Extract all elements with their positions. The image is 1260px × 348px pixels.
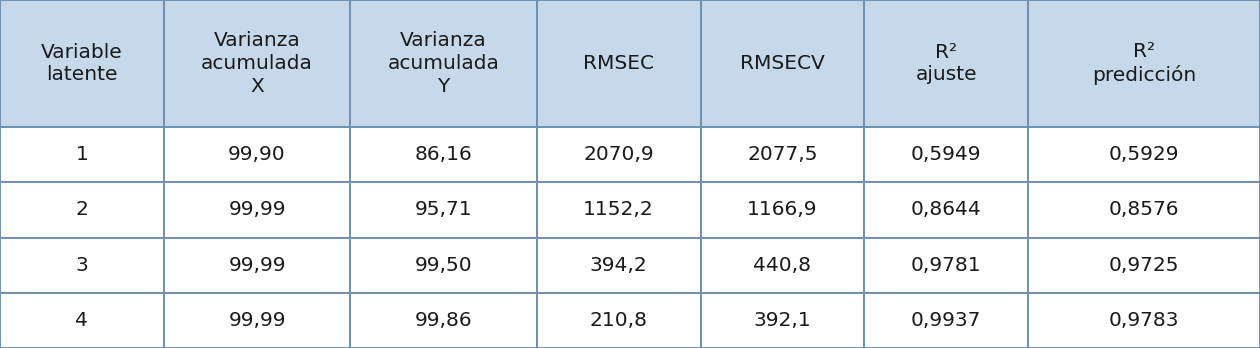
- Bar: [164, 182, 350, 237]
- Text: Varianza
acumulada
X: Varianza acumulada X: [202, 31, 312, 96]
- Bar: [164, 293, 350, 348]
- Text: 95,71: 95,71: [415, 200, 472, 219]
- Bar: [1028, 293, 1260, 348]
- Bar: [0, 182, 164, 237]
- Bar: [350, 0, 537, 127]
- Text: 0,5929: 0,5929: [1109, 145, 1179, 164]
- Bar: [701, 182, 864, 237]
- Bar: [164, 237, 350, 293]
- Bar: [537, 0, 701, 127]
- Text: 0,9725: 0,9725: [1109, 256, 1179, 275]
- Text: 99,99: 99,99: [228, 256, 286, 275]
- Text: 1152,2: 1152,2: [583, 200, 654, 219]
- Text: R²
ajuste: R² ajuste: [916, 43, 976, 84]
- Bar: [164, 0, 350, 127]
- Text: 2077,5: 2077,5: [747, 145, 818, 164]
- Text: 99,99: 99,99: [228, 200, 286, 219]
- Bar: [864, 237, 1028, 293]
- Bar: [701, 0, 864, 127]
- Text: 99,86: 99,86: [415, 311, 472, 330]
- Text: 0,9937: 0,9937: [911, 311, 982, 330]
- Text: 0,8576: 0,8576: [1109, 200, 1179, 219]
- Bar: [1028, 237, 1260, 293]
- Text: 394,2: 394,2: [590, 256, 648, 275]
- Bar: [864, 293, 1028, 348]
- Text: RMSECV: RMSECV: [740, 54, 825, 73]
- Bar: [537, 127, 701, 182]
- Text: 392,1: 392,1: [753, 311, 811, 330]
- Bar: [0, 0, 164, 127]
- Text: R²
predicción: R² predicción: [1092, 42, 1196, 85]
- Text: 86,16: 86,16: [415, 145, 472, 164]
- Bar: [864, 0, 1028, 127]
- Bar: [1028, 0, 1260, 127]
- Bar: [350, 127, 537, 182]
- Bar: [164, 127, 350, 182]
- Text: 99,90: 99,90: [228, 145, 286, 164]
- Bar: [350, 293, 537, 348]
- Text: 99,99: 99,99: [228, 311, 286, 330]
- Text: 1: 1: [76, 145, 88, 164]
- Text: 99,50: 99,50: [415, 256, 472, 275]
- Text: Variable
latente: Variable latente: [42, 43, 122, 84]
- Bar: [701, 127, 864, 182]
- Bar: [350, 237, 537, 293]
- Bar: [0, 293, 164, 348]
- Bar: [701, 237, 864, 293]
- Bar: [701, 293, 864, 348]
- Text: 4: 4: [76, 311, 88, 330]
- Bar: [864, 127, 1028, 182]
- Text: 2070,9: 2070,9: [583, 145, 654, 164]
- Bar: [864, 182, 1028, 237]
- Bar: [1028, 182, 1260, 237]
- Text: RMSEC: RMSEC: [583, 54, 654, 73]
- Bar: [350, 182, 537, 237]
- Text: 210,8: 210,8: [590, 311, 648, 330]
- Text: 440,8: 440,8: [753, 256, 811, 275]
- Bar: [0, 127, 164, 182]
- Bar: [537, 293, 701, 348]
- Text: 0,9783: 0,9783: [1109, 311, 1179, 330]
- Text: 3: 3: [76, 256, 88, 275]
- Text: 0,8644: 0,8644: [911, 200, 982, 219]
- Text: 2: 2: [76, 200, 88, 219]
- Text: 0,5949: 0,5949: [911, 145, 982, 164]
- Text: Varianza
acumulada
Y: Varianza acumulada Y: [388, 31, 499, 96]
- Bar: [1028, 127, 1260, 182]
- Bar: [0, 237, 164, 293]
- Text: 1166,9: 1166,9: [747, 200, 818, 219]
- Bar: [537, 237, 701, 293]
- Text: 0,9781: 0,9781: [911, 256, 982, 275]
- Bar: [537, 182, 701, 237]
